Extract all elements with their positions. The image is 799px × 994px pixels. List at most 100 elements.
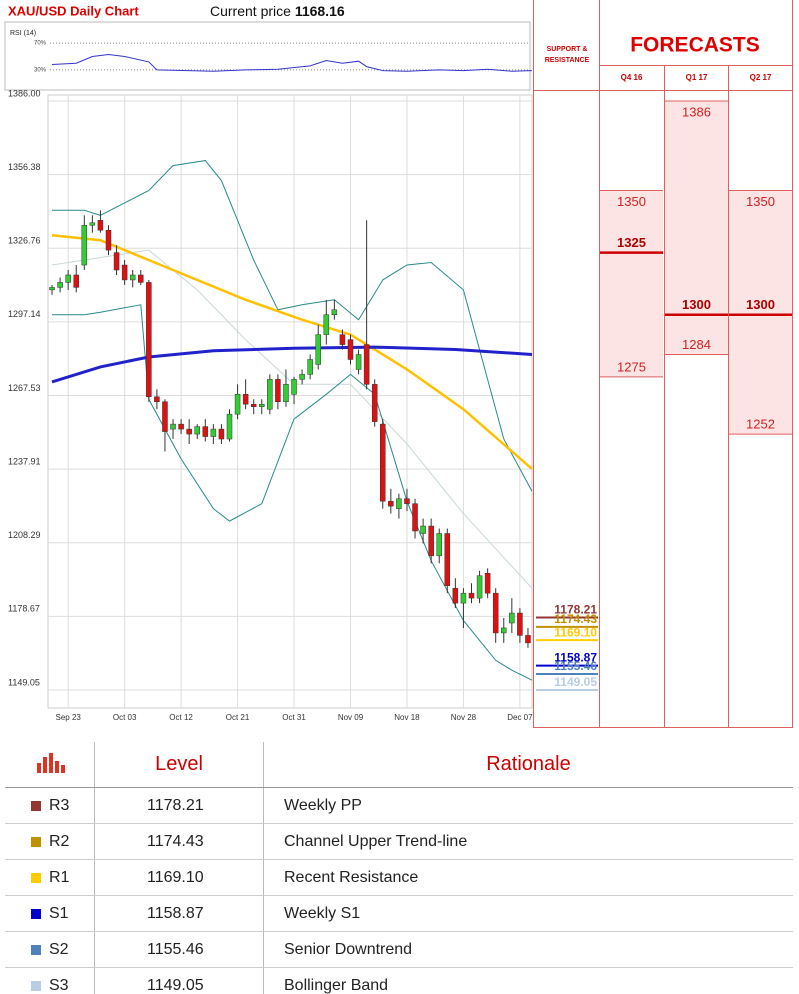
- candle-body: [299, 374, 305, 380]
- rsi-title: RSI (14): [10, 30, 36, 37]
- y-tick-label: 1267.53: [8, 383, 41, 393]
- x-tick-label: Nov 18: [394, 713, 420, 722]
- level-value: 1174.43: [94, 823, 264, 860]
- level-rationale: Senior Downtrend: [263, 931, 793, 968]
- candle-body: [234, 394, 241, 415]
- candle-body: [388, 500, 394, 507]
- candle-body: [347, 339, 354, 360]
- forecast-period: Q4 16: [621, 73, 643, 82]
- candle-body: [468, 592, 475, 599]
- level-value-text: 1149.05: [147, 976, 204, 994]
- plot-frame: [47, 94, 533, 709]
- level-swatch: [31, 836, 41, 847]
- level-swatch: [31, 980, 41, 991]
- level-value: 1158.87: [94, 895, 264, 932]
- level-name: R2: [5, 823, 95, 860]
- level-rationale-text: Bollinger Band: [284, 976, 389, 994]
- candle-body: [121, 264, 128, 281]
- candle-body: [420, 525, 426, 534]
- x-tick-label: Oct 12: [169, 713, 193, 722]
- level-rationale-text: Weekly PP: [284, 796, 362, 814]
- candle-body: [396, 498, 402, 509]
- icon-header: [5, 742, 95, 788]
- candle-body: [444, 533, 451, 586]
- x-tick-label: Nov 09: [338, 713, 364, 722]
- candle-body: [517, 612, 523, 636]
- level-rationale-text: Channel Upper Trend-line: [284, 832, 468, 850]
- y-tick-label: 1297.14: [8, 309, 41, 319]
- level-label: 1174.43: [554, 612, 597, 626]
- level-value-text: 1169.10: [147, 868, 204, 886]
- level-name: S1: [5, 895, 95, 932]
- forecasts-title: FORECASTS: [630, 34, 760, 57]
- level-label: 1158.87: [554, 651, 597, 665]
- level-value-text: 1158.87: [147, 904, 204, 922]
- current-price: Current price 1168.16: [210, 3, 345, 19]
- candle-body: [380, 423, 386, 502]
- level-rationale-text: Weekly S1: [284, 904, 361, 922]
- level-label: 1149.05: [554, 675, 597, 689]
- level-value-text: 1178.21: [147, 796, 204, 814]
- candle-body: [331, 309, 338, 315]
- x-tick-label: Oct 03: [113, 713, 137, 722]
- level-swatch: [31, 908, 41, 919]
- candle-body: [81, 225, 88, 266]
- forecast-base: 1325: [617, 235, 646, 250]
- candle-body: [267, 379, 273, 410]
- level-label: 1155.46: [554, 659, 597, 673]
- candle-body: [105, 229, 112, 251]
- candle-body: [525, 635, 531, 644]
- level-header: Level: [94, 742, 264, 788]
- x-tick-label: Sep 23: [55, 713, 81, 722]
- y-tick-label: 1149.05: [8, 677, 40, 687]
- forecast-range: [729, 190, 792, 435]
- candle-body: [412, 503, 418, 532]
- level-name: R1: [5, 859, 95, 896]
- forecast-high: 1350: [617, 194, 646, 209]
- y-tick-label: 1386.00: [8, 88, 41, 98]
- level-rationale: Recent Resistance: [263, 859, 793, 896]
- level-label: 1169.10: [554, 625, 597, 639]
- chart: XAU/USD Daily Chart Current price 1168.1…: [4, 0, 793, 728]
- indicator-line: [51, 249, 533, 589]
- candle-body: [97, 220, 104, 231]
- forecast-base: 1300: [682, 297, 711, 312]
- level-name: R3: [5, 787, 95, 824]
- candle-body: [363, 344, 370, 385]
- level-name: S3: [5, 967, 95, 994]
- candle-body: [250, 403, 257, 407]
- x-tick-label: Oct 31: [282, 713, 306, 722]
- candle-body: [501, 627, 507, 634]
- candle-body: [307, 359, 313, 375]
- candle-body: [428, 525, 434, 557]
- level-name-text: R2: [49, 832, 70, 850]
- candle-body: [452, 587, 459, 604]
- forecast-period: Q1 17: [686, 73, 708, 82]
- level-value-text: 1174.43: [147, 832, 204, 850]
- rationale-header: Rationale: [263, 742, 793, 788]
- level-name: S2: [5, 931, 95, 968]
- candle-body: [65, 274, 71, 283]
- level-swatch: [31, 944, 41, 955]
- level-swatch: [31, 800, 41, 811]
- forecast-range: [600, 190, 663, 377]
- indicator-line: [52, 160, 533, 492]
- indicator-line: [51, 233, 533, 470]
- level-value: 1155.46: [94, 931, 264, 968]
- x-tick-label: Oct 21: [226, 713, 250, 722]
- rsi-tick-label: 70%: [34, 41, 47, 47]
- level-row: S1 1158.87 Weekly S1: [5, 895, 793, 932]
- forecast-period: Q2 17: [750, 73, 772, 82]
- candle-body: [186, 428, 192, 435]
- y-tick-label: 1237.91: [8, 456, 41, 466]
- level-rationale: Bollinger Band: [263, 967, 793, 994]
- level-label: 1178.21: [554, 603, 597, 617]
- support-resistance-title: SUPPORT & RESISTANCE: [544, 46, 590, 64]
- candle-body: [283, 384, 289, 402]
- candle-body: [73, 274, 79, 288]
- table-body: R3 1178.21 Weekly PP R2 1174.43 Channel Upper…: [5, 787, 793, 994]
- bar-icon: [36, 752, 65, 773]
- table-header: Level Rationale: [5, 742, 793, 788]
- candle-body: [49, 287, 55, 291]
- indicator-line: [51, 345, 533, 384]
